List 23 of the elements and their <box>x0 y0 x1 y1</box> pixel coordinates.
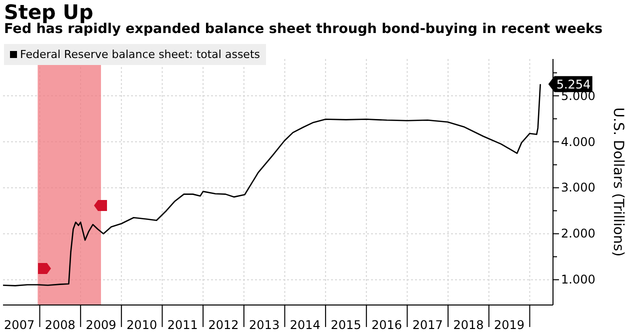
line-series <box>3 83 541 286</box>
x-tick-label: 2014 <box>290 318 320 332</box>
x-tick-label: 2007 <box>4 318 35 332</box>
y-tick-label: 3.000 <box>561 180 596 195</box>
x-tick-label: 2012 <box>208 318 239 332</box>
y-tick-label: 2.000 <box>561 226 596 241</box>
x-tick-label: 2018 <box>453 318 484 332</box>
legend-label: Federal Reserve balance sheet: total assets <box>19 48 260 61</box>
x-tick-label: 2011 <box>167 318 198 332</box>
x-tick-label: 2008 <box>44 318 76 332</box>
x-tick-label: 2013 <box>249 318 280 332</box>
x-tick-label: 2015 <box>330 318 362 332</box>
y-tick-label: 1.000 <box>561 272 596 287</box>
x-tick-label: 2016 <box>372 318 402 332</box>
y-tick-label: 4.000 <box>561 134 596 149</box>
chart-subtitle: Fed has rapidly expanded balance sheet through bond-buying in recent weeks <box>4 21 603 37</box>
x-tick-label: 2010 <box>126 318 158 332</box>
annotation: 5.254 <box>556 78 591 92</box>
x-tick-label: 2019 <box>494 318 525 332</box>
x-tick-label: 2009 <box>86 318 116 332</box>
chart-title: Step Up <box>4 0 94 24</box>
y-axis-title: U.S. Dollars (Trillions) <box>610 107 625 257</box>
x-tick-label: 2017 <box>412 318 443 332</box>
